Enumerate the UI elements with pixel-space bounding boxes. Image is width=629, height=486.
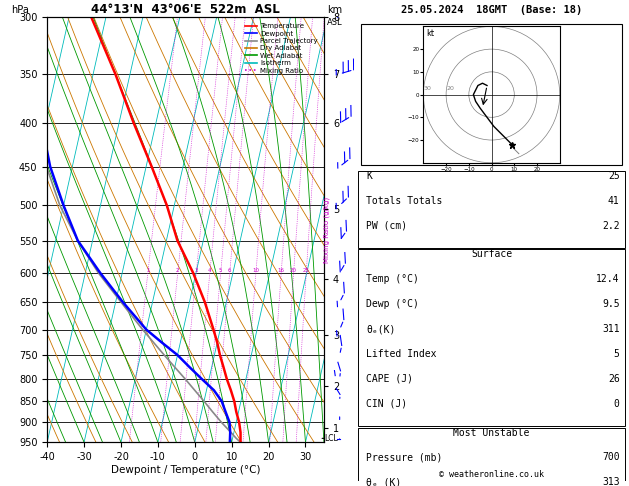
Bar	[361, 24, 622, 165]
Text: 313: 313	[602, 477, 620, 486]
Text: 6: 6	[228, 268, 231, 273]
Text: Temp (°C): Temp (°C)	[366, 274, 419, 284]
Text: 41: 41	[608, 196, 620, 206]
Legend: Temperature, Dewpoint, Parcel Trajectory, Dry Adiabat, Wet Adiabat, Isotherm, Mi: Temperature, Dewpoint, Parcel Trajectory…	[242, 20, 320, 76]
Text: Mixing Ratio (g/kg): Mixing Ratio (g/kg)	[324, 196, 330, 263]
Text: 25.05.2024  18GMT  (Base: 18): 25.05.2024 18GMT (Base: 18)	[401, 5, 582, 15]
Text: θₑ (K): θₑ (K)	[366, 477, 401, 486]
Bar	[358, 428, 625, 486]
X-axis label: Dewpoint / Temperature (°C): Dewpoint / Temperature (°C)	[111, 465, 260, 475]
Text: 16: 16	[278, 268, 285, 273]
Text: Totals Totals: Totals Totals	[366, 196, 443, 206]
Text: Pressure (mb): Pressure (mb)	[366, 452, 443, 462]
Text: 311: 311	[602, 324, 620, 334]
Text: 1: 1	[146, 268, 150, 273]
Text: 0: 0	[614, 399, 620, 409]
Text: 20: 20	[290, 268, 297, 273]
Text: 25: 25	[303, 268, 309, 273]
Bar	[358, 249, 625, 426]
Text: 2.2: 2.2	[602, 221, 620, 231]
Text: hPa: hPa	[11, 5, 29, 15]
Text: km: km	[326, 5, 342, 15]
Text: 9.5: 9.5	[602, 299, 620, 309]
Text: LCL: LCL	[325, 434, 338, 443]
Text: 30: 30	[424, 86, 432, 91]
Text: Most Unstable: Most Unstable	[454, 428, 530, 437]
Text: 2: 2	[176, 268, 179, 273]
Bar	[358, 171, 625, 248]
Text: θₑ(K): θₑ(K)	[366, 324, 396, 334]
Text: 3: 3	[194, 268, 198, 273]
Text: 10: 10	[252, 268, 259, 273]
Text: 700: 700	[602, 452, 620, 462]
Text: 5: 5	[219, 268, 223, 273]
Text: CAPE (J): CAPE (J)	[366, 374, 413, 384]
Text: Surface: Surface	[471, 249, 512, 260]
Text: ASL: ASL	[326, 18, 342, 27]
Text: 25: 25	[608, 171, 620, 181]
Text: Lifted Index: Lifted Index	[366, 349, 437, 359]
Text: kt: kt	[426, 29, 434, 38]
Text: PW (cm): PW (cm)	[366, 221, 408, 231]
Title: 44°13'N  43°06'E  522m  ASL: 44°13'N 43°06'E 522m ASL	[91, 3, 280, 16]
Text: 12.4: 12.4	[596, 274, 620, 284]
Text: 5: 5	[614, 349, 620, 359]
Text: © weatheronline.co.uk: © weatheronline.co.uk	[439, 470, 544, 479]
Text: 4: 4	[208, 268, 211, 273]
Text: Dewp (°C): Dewp (°C)	[366, 299, 419, 309]
Text: K: K	[366, 171, 372, 181]
Text: 26: 26	[608, 374, 620, 384]
Text: 20: 20	[447, 86, 455, 91]
Text: CIN (J): CIN (J)	[366, 399, 408, 409]
